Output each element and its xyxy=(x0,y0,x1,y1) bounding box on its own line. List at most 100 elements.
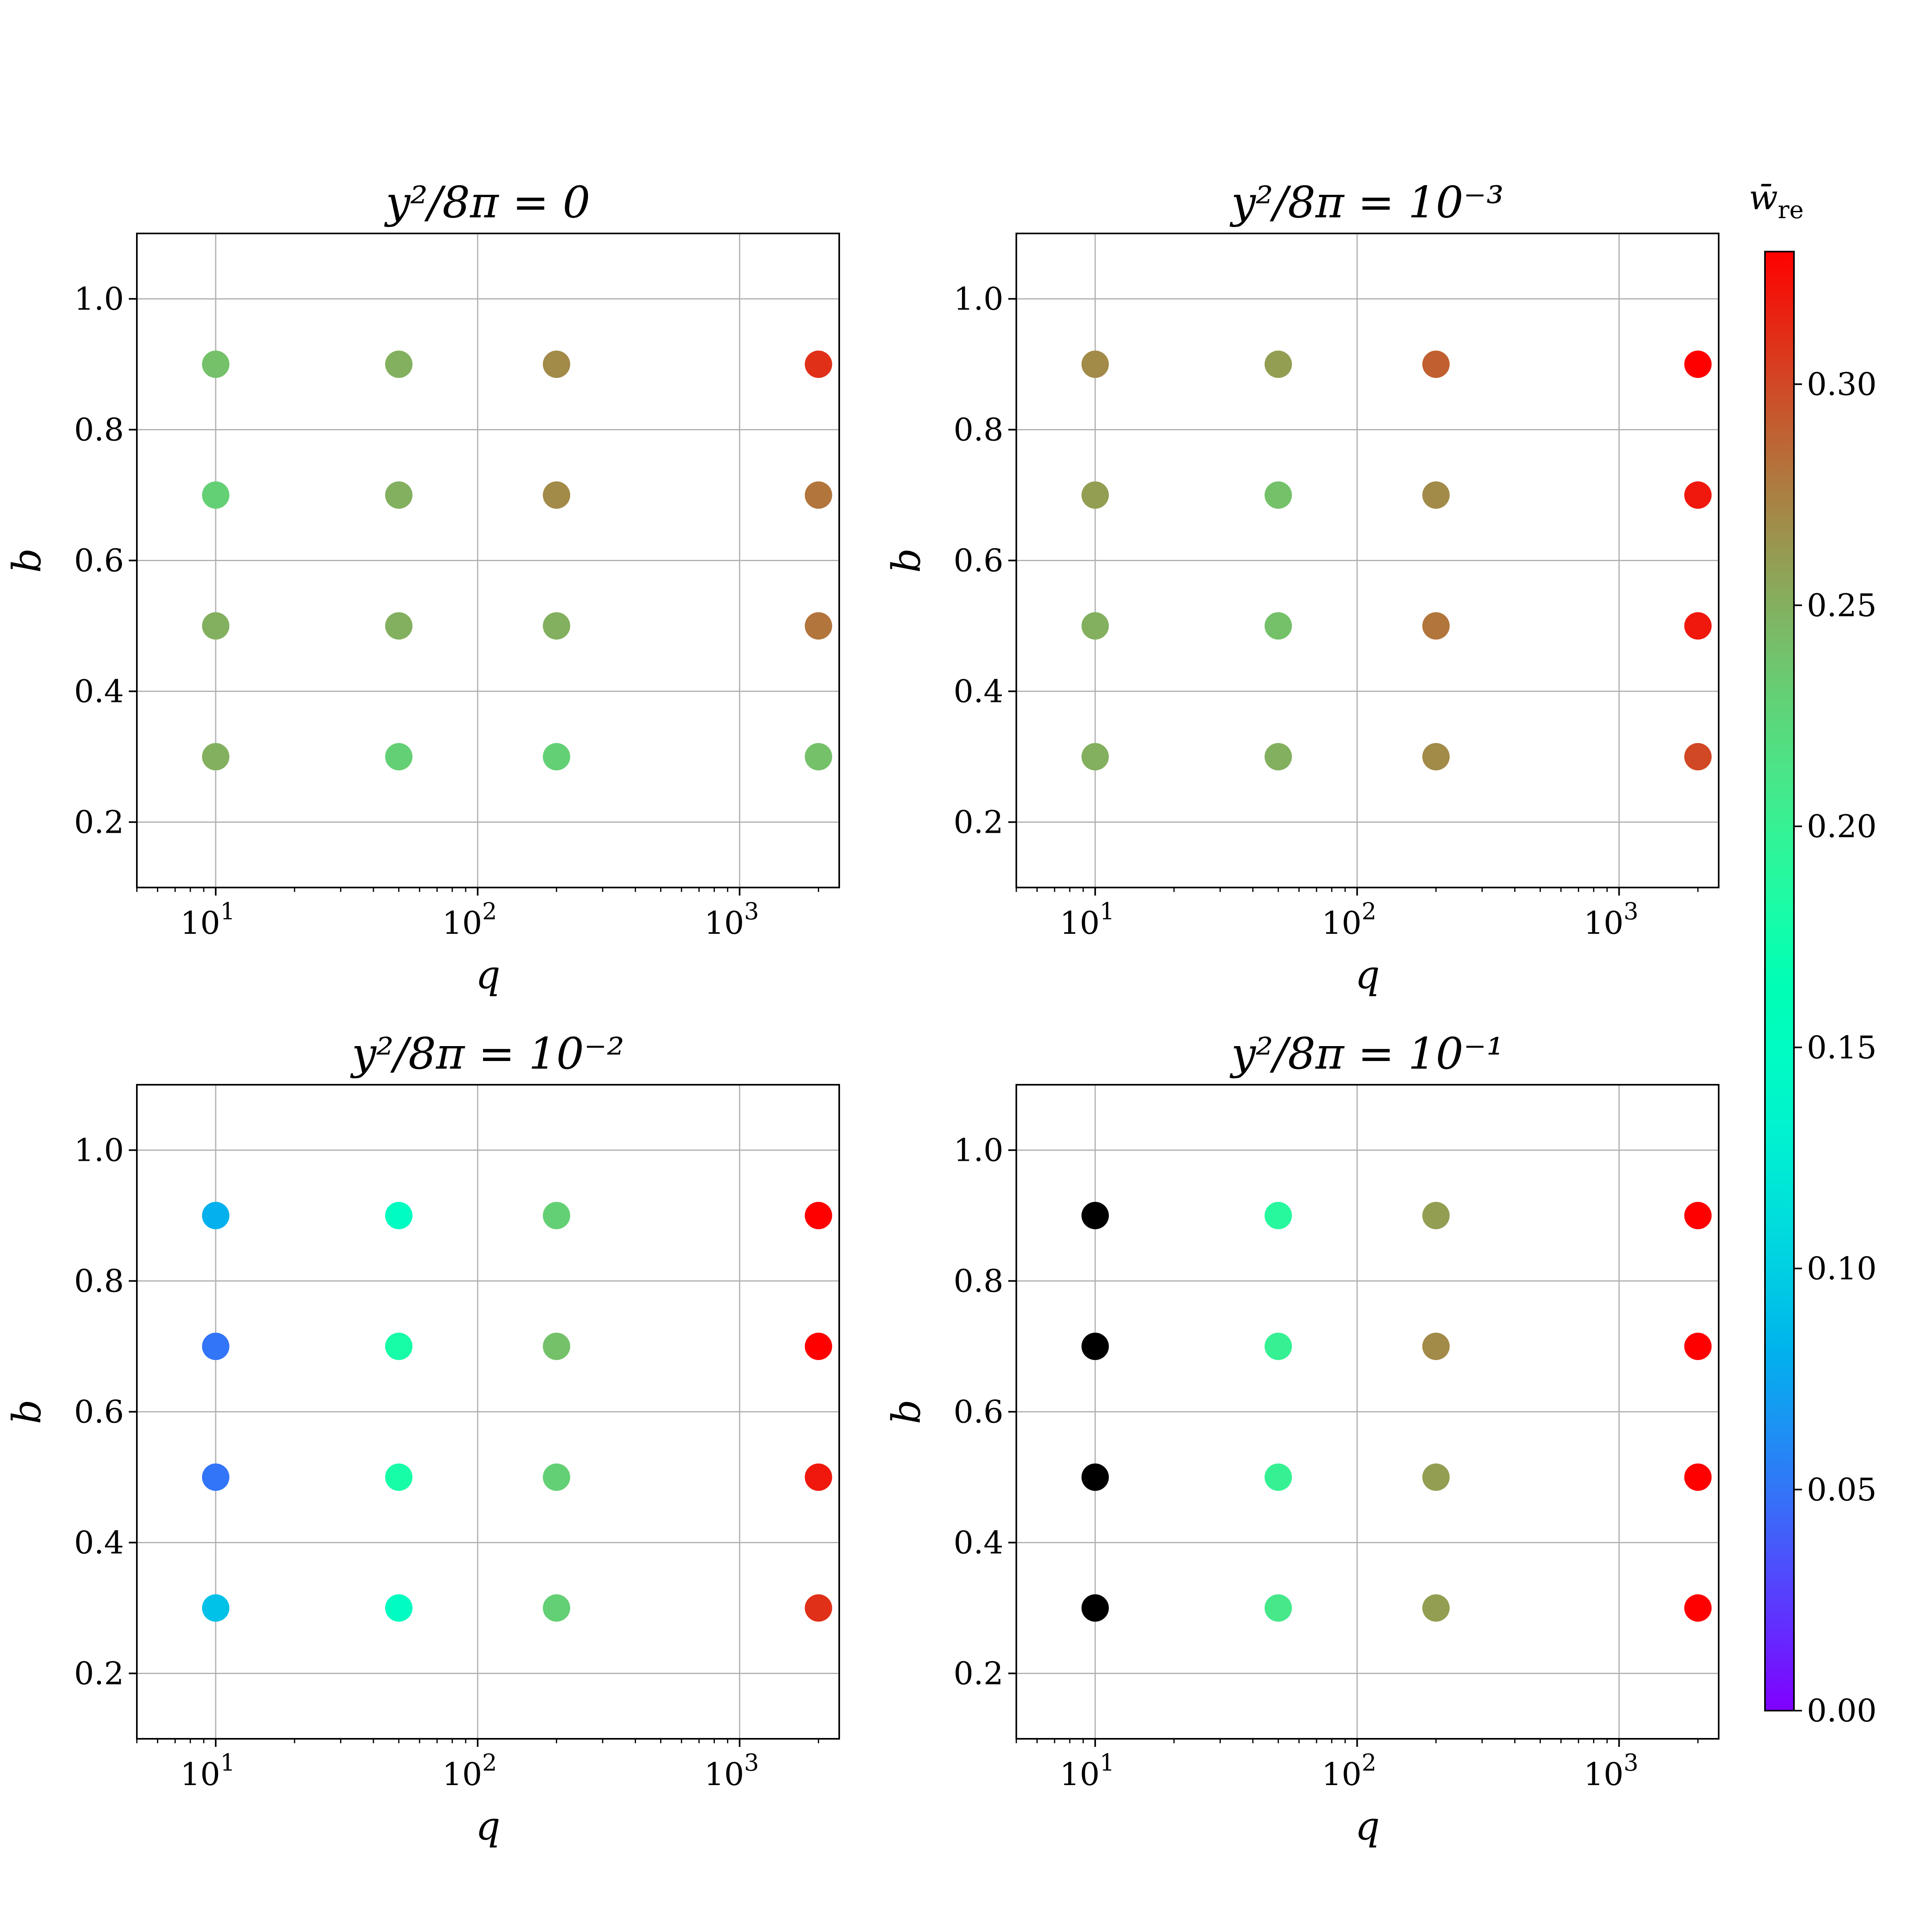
y-ticks: 0.2 0.4 0.6 0.8 1.0 xyxy=(954,1133,1016,1692)
y-tick-label: 0.6 xyxy=(954,543,1003,579)
x-tick-base: 10 xyxy=(442,905,482,941)
y-tick-label: 0.6 xyxy=(74,1394,124,1430)
data-point xyxy=(1684,351,1712,378)
x-tick-exponent: 1 xyxy=(1100,898,1115,925)
data-point xyxy=(1684,1333,1712,1360)
x-tick-base: 10 xyxy=(1322,1757,1362,1793)
y-tick-label: 0.8 xyxy=(954,412,1003,448)
data-point xyxy=(1422,743,1450,770)
y-ticks: 0.2 0.4 0.6 0.8 1.0 xyxy=(74,281,137,841)
panel-title: y²/8π = 10⁻² xyxy=(350,1029,624,1079)
colorbar-tick-label: 0.25 xyxy=(1807,588,1877,624)
data-point xyxy=(202,743,229,770)
y-tick-label: 0.4 xyxy=(74,674,124,710)
x-ticks: 101 102 103 xyxy=(136,1739,819,1793)
data-point xyxy=(1684,612,1712,640)
data-points xyxy=(202,351,832,770)
colorbar-label: w̄re xyxy=(1749,178,1804,224)
colorbar-tick-label: 0.15 xyxy=(1807,1030,1877,1066)
x-tick-base: 10 xyxy=(442,1757,482,1793)
panel-title: y²/8π = 0 xyxy=(384,178,590,228)
y-tick-label: 0.2 xyxy=(74,805,124,841)
x-tick-label: 101 xyxy=(1060,898,1115,941)
x-tick-exponent: 3 xyxy=(744,898,759,925)
grid xyxy=(1016,233,1719,888)
data-points xyxy=(202,1202,832,1622)
data-point xyxy=(805,1202,832,1229)
panel-title: y²/8π = 10⁻³ xyxy=(1229,178,1504,228)
data-point xyxy=(202,1333,229,1360)
y-ticks: 0.2 0.4 0.6 0.8 1.0 xyxy=(74,1133,137,1692)
colorbar-tick-label: 0.05 xyxy=(1807,1472,1877,1508)
x-tick-label: 101 xyxy=(1060,1749,1115,1793)
y-tick-label: 0.2 xyxy=(74,1656,124,1692)
data-point xyxy=(805,351,832,378)
data-points xyxy=(1081,1202,1712,1622)
x-tick-exponent: 2 xyxy=(1362,898,1377,925)
colorbar-label-main: w̄ xyxy=(1749,178,1778,217)
x-tick-exponent: 3 xyxy=(1624,1749,1639,1776)
y-axis-label: b xyxy=(4,1399,50,1424)
x-ticks: 101 102 103 xyxy=(136,888,819,941)
x-tick-exponent: 1 xyxy=(1100,1749,1115,1776)
data-point xyxy=(1684,481,1712,509)
x-tick-label: 102 xyxy=(442,898,497,941)
x-tick-base: 10 xyxy=(704,1757,744,1793)
y-tick-label: 0.4 xyxy=(954,1525,1003,1561)
data-point xyxy=(385,481,413,509)
x-tick-label: 103 xyxy=(1583,1749,1638,1793)
x-tick-label: 102 xyxy=(1322,1749,1377,1793)
data-point xyxy=(202,1594,229,1622)
data-point xyxy=(202,612,229,640)
y-ticks: 0.2 0.4 0.6 0.8 1.0 xyxy=(954,281,1016,841)
data-point xyxy=(1264,1463,1292,1491)
y-tick-label: 1.0 xyxy=(74,1133,124,1169)
colorbar-tick-label: 0.00 xyxy=(1807,1693,1877,1729)
x-tick-exponent: 3 xyxy=(744,1749,759,1776)
y-tick-label: 0.8 xyxy=(74,1263,124,1300)
data-point xyxy=(543,1202,570,1229)
data-point xyxy=(543,1594,570,1622)
colorbar: 0.00 0.05 0.10 0.15 0.20 0.25 0.30 w̄re xyxy=(1749,178,1877,1729)
data-point xyxy=(1684,743,1712,770)
y-axis-label: b xyxy=(884,1399,929,1424)
data-point xyxy=(1081,481,1109,509)
x-axis-label: q xyxy=(1355,1804,1380,1849)
x-tick-exponent: 1 xyxy=(220,1749,235,1776)
x-axis-label: q xyxy=(476,1804,500,1849)
y-tick-label: 1.0 xyxy=(954,1133,1003,1169)
data-point xyxy=(1081,1463,1109,1491)
y-tick-label: 0.4 xyxy=(954,674,1003,710)
x-tick-label: 103 xyxy=(704,1749,759,1793)
x-ticks: 101 102 103 xyxy=(1016,1739,1699,1793)
x-tick-base: 10 xyxy=(1060,1757,1100,1793)
x-tick-label: 102 xyxy=(1322,898,1377,941)
data-point xyxy=(385,1463,413,1491)
grid xyxy=(137,1085,839,1739)
panel-title: y²/8π = 10⁻¹ xyxy=(1229,1029,1504,1079)
x-tick-base: 10 xyxy=(704,905,744,941)
data-point xyxy=(1684,1594,1712,1622)
x-tick-base: 10 xyxy=(180,905,220,941)
data-point xyxy=(1081,1333,1109,1360)
x-tick-base: 10 xyxy=(1060,905,1100,941)
data-point xyxy=(1264,612,1292,640)
data-point xyxy=(543,612,570,640)
data-point xyxy=(1264,743,1292,770)
data-point xyxy=(1081,743,1109,770)
x-tick-exponent: 2 xyxy=(482,1749,497,1776)
y-tick-label: 0.8 xyxy=(74,412,124,448)
y-tick-label: 0.8 xyxy=(954,1263,1003,1300)
y-axis-label: b xyxy=(4,548,50,573)
colorbar-gradient xyxy=(1764,251,1795,1711)
x-axis-label: q xyxy=(1355,952,1380,997)
x-tick-label: 101 xyxy=(180,898,235,941)
x-axis-label: q xyxy=(476,952,500,997)
data-point xyxy=(805,743,832,770)
x-tick-base: 10 xyxy=(1583,905,1623,941)
